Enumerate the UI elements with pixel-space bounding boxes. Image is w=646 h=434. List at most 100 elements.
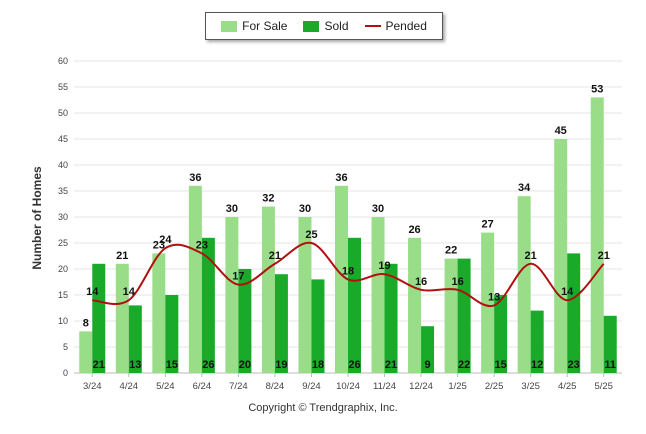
label-for-sale: 53 xyxy=(591,83,603,95)
y-tick-label: 25 xyxy=(58,238,68,248)
label-sold: 12 xyxy=(531,359,543,371)
bars xyxy=(79,97,617,374)
label-for-sale: 8 xyxy=(83,317,89,329)
label-for-sale: 45 xyxy=(555,125,567,137)
for-sale-swatch xyxy=(221,20,238,32)
x-tick-label: 12/24 xyxy=(409,381,433,392)
label-pended: 19 xyxy=(378,260,390,272)
label-pended: 13 xyxy=(488,291,500,303)
bar-sold xyxy=(567,253,581,373)
y-tick-label: 0 xyxy=(63,368,68,378)
legend-item-sold[interactable]: Sold xyxy=(303,19,349,33)
label-pended: 18 xyxy=(342,265,354,277)
label-sold: 26 xyxy=(202,359,214,371)
label-pended: 16 xyxy=(451,276,463,288)
label-for-sale: 22 xyxy=(445,245,457,257)
bar-sold xyxy=(274,274,288,373)
bar-sold xyxy=(348,237,361,373)
label-pended: 21 xyxy=(598,250,610,262)
label-pended: 25 xyxy=(305,229,317,241)
x-tick-label: 5/25 xyxy=(594,381,613,392)
label-sold: 9 xyxy=(425,359,431,371)
bar-sold xyxy=(128,305,142,373)
bar-for-sale xyxy=(298,217,312,373)
y-tick-label: 20 xyxy=(58,264,68,274)
y-tick-label: 15 xyxy=(58,290,68,300)
legend-label-for-sale: For Sale xyxy=(242,19,288,33)
legend: For Sale Sold Pended xyxy=(205,12,443,40)
copyright-text: Copyright © Trendgraphix, Inc. xyxy=(248,402,398,414)
label-for-sale: 30 xyxy=(299,203,311,215)
bar-for-sale xyxy=(371,217,385,373)
label-sold: 11 xyxy=(604,359,616,371)
label-for-sale: 30 xyxy=(372,203,384,215)
bar-sold xyxy=(494,295,508,373)
label-pended: 17 xyxy=(232,271,244,283)
y-tick-label: 40 xyxy=(58,160,68,170)
y-tick-label: 60 xyxy=(58,56,68,66)
bar-for-sale xyxy=(79,331,93,373)
y-tick-label: 50 xyxy=(58,108,68,118)
bar-sold xyxy=(165,295,179,373)
bar-sold xyxy=(238,269,252,373)
label-pended: 21 xyxy=(269,250,281,262)
bar-for-sale xyxy=(188,185,202,373)
y-tick-label: 35 xyxy=(58,186,68,196)
bar-for-sale xyxy=(444,258,458,373)
y-tick-label: 5 xyxy=(63,342,68,352)
x-tick-label: 3/25 xyxy=(521,381,540,392)
x-tick-label: 3/24 xyxy=(83,381,102,392)
bar-for-sale xyxy=(590,97,604,374)
label-for-sale: 32 xyxy=(262,193,274,205)
label-pended: 16 xyxy=(415,276,427,288)
label-pended: 21 xyxy=(525,250,537,262)
y-tick-label: 10 xyxy=(58,316,68,326)
y-tick-label: 55 xyxy=(58,82,68,92)
legend-item-for-sale[interactable]: For Sale xyxy=(221,19,287,33)
label-for-sale: 23 xyxy=(153,239,165,251)
label-for-sale: 27 xyxy=(482,219,494,231)
pended-swatch xyxy=(364,25,381,27)
legend-label-pended: Pended xyxy=(385,19,427,33)
bar-sold xyxy=(421,326,435,373)
bar-for-sale xyxy=(335,185,348,373)
label-pended: 23 xyxy=(196,239,208,251)
label-pended: 14 xyxy=(86,286,99,298)
y-tick-label: 30 xyxy=(58,212,68,222)
bar-sold xyxy=(201,237,215,373)
label-pended: 14 xyxy=(123,286,136,298)
label-sold: 15 xyxy=(495,359,507,371)
x-tick-label: 9/24 xyxy=(302,381,321,392)
label-pended: 14 xyxy=(561,286,574,298)
bar-sold xyxy=(384,263,398,373)
label-sold: 26 xyxy=(348,359,360,371)
x-tick-label: 10/24 xyxy=(336,381,360,392)
sold-swatch xyxy=(303,20,320,32)
legend-item-pended[interactable]: Pended xyxy=(364,19,427,33)
label-sold: 18 xyxy=(312,359,324,371)
bar-for-sale xyxy=(554,139,568,373)
bar-for-sale xyxy=(115,263,129,373)
label-for-sale: 34 xyxy=(518,182,531,194)
bar-sold xyxy=(603,315,617,373)
bar-for-sale xyxy=(408,237,422,373)
label-for-sale: 21 xyxy=(116,250,128,262)
x-tick-label: 8/24 xyxy=(266,381,285,392)
pended-line-path xyxy=(92,241,605,308)
bar-sold xyxy=(457,258,471,373)
bar-for-sale xyxy=(225,217,239,373)
y-tick-label: 45 xyxy=(58,134,68,144)
label-sold: 21 xyxy=(385,359,397,371)
bar-for-sale xyxy=(152,253,166,373)
label-sold: 15 xyxy=(166,359,178,371)
x-axis: 3/24 4/24 5/24 6/24 7/24 8/24 9/24 10/24 11/24 12… xyxy=(83,373,613,392)
label-sold: 23 xyxy=(568,359,580,371)
label-for-sale: 30 xyxy=(226,203,238,215)
label-sold: 19 xyxy=(275,359,287,371)
x-tick-label: 6/24 xyxy=(193,381,212,392)
x-tick-label: 1/25 xyxy=(448,381,467,392)
bar-for-sale xyxy=(261,206,275,373)
label-sold: 13 xyxy=(129,359,141,371)
bar-sold xyxy=(530,310,544,373)
label-for-sale: 36 xyxy=(189,172,201,184)
